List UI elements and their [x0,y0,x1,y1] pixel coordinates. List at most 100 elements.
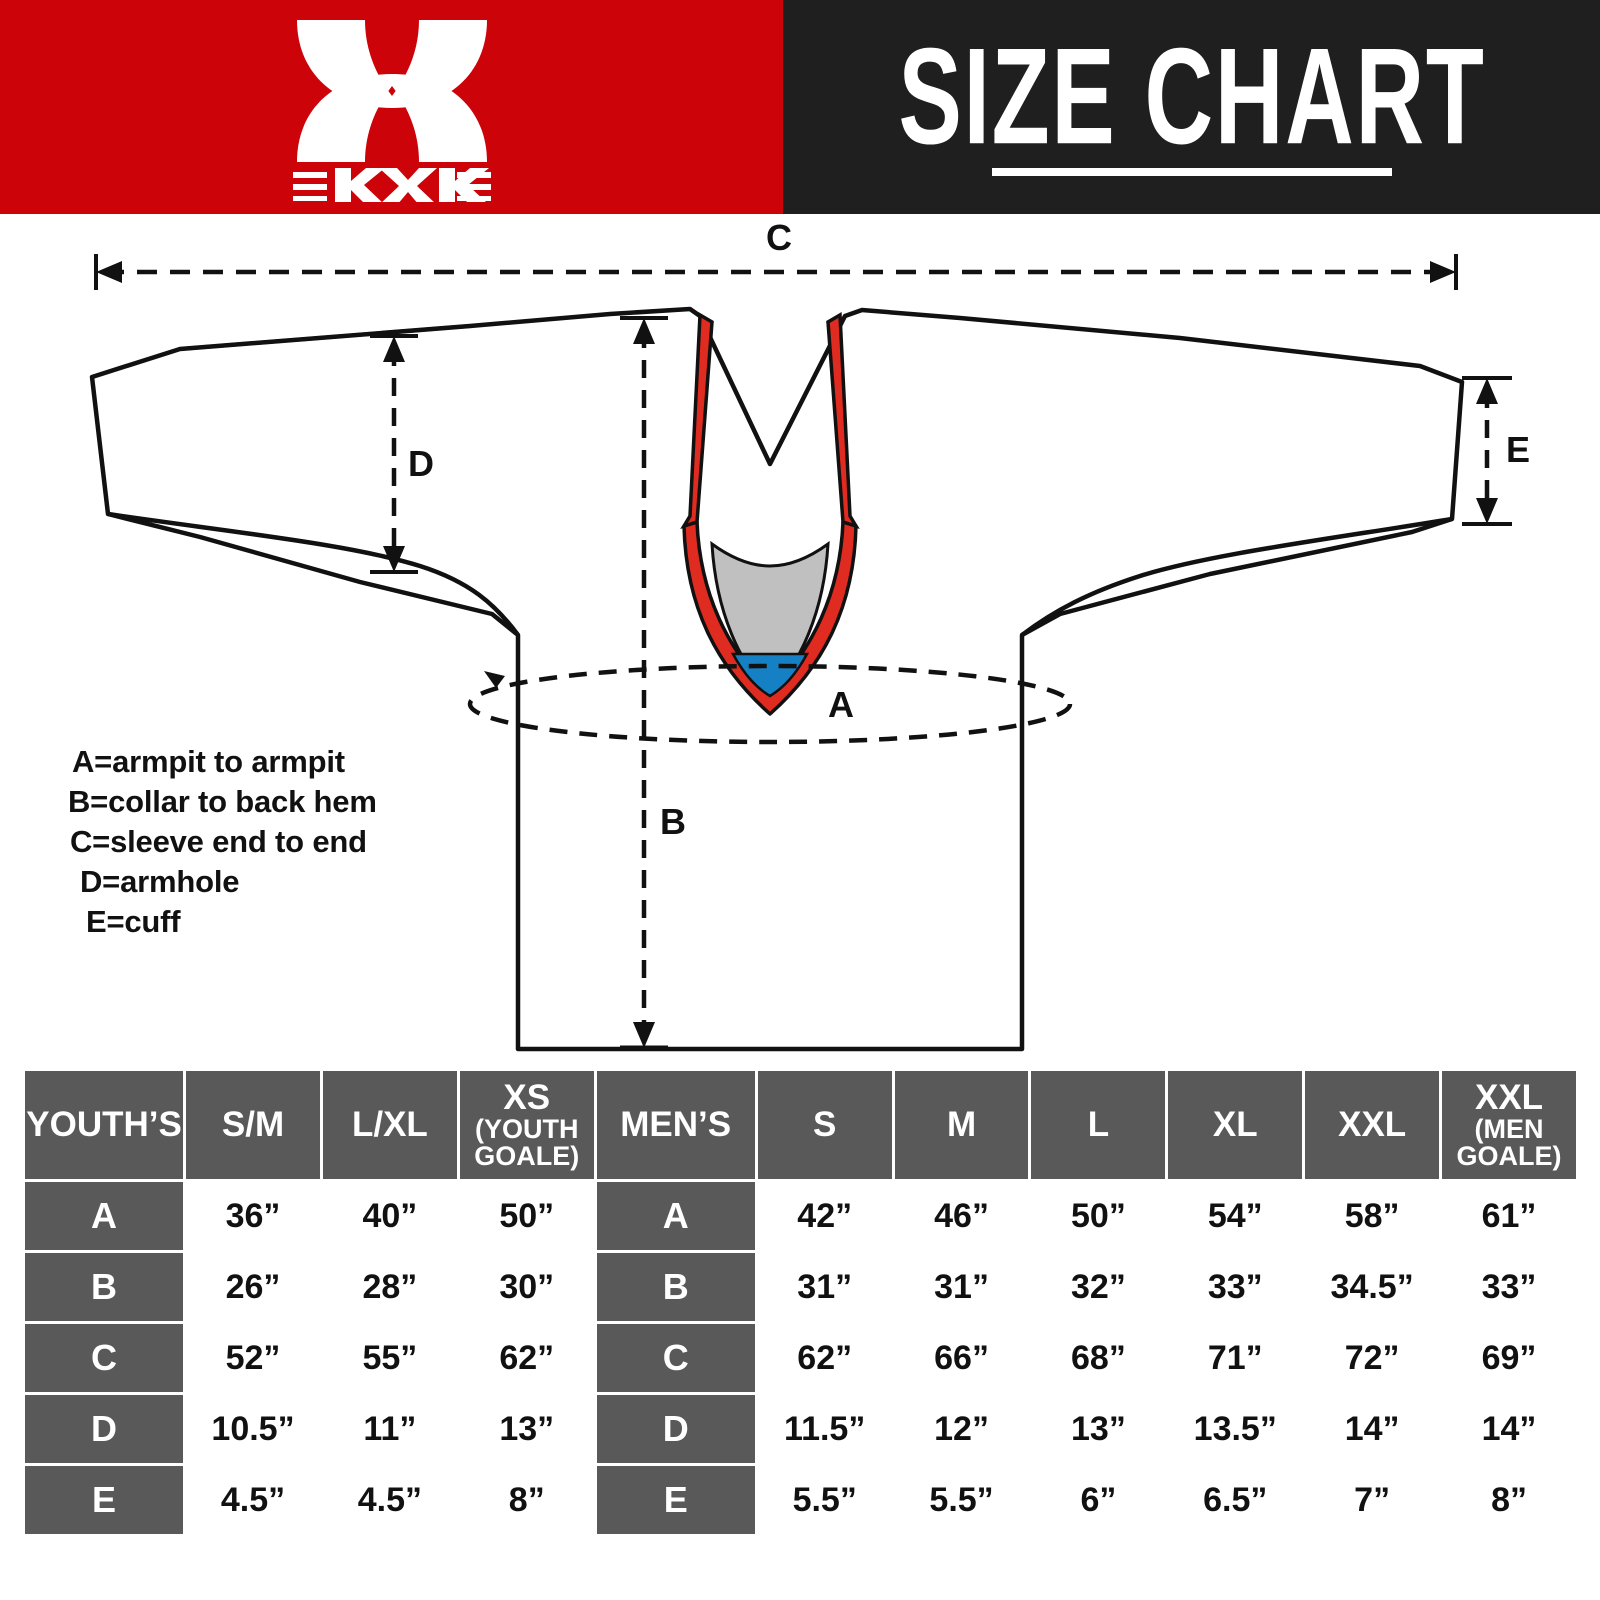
header-mens-xl-main: XL [1212,1105,1258,1145]
cell-b-youth-xs: 30” [459,1253,594,1321]
legend-line-e: E=cuff [86,903,181,939]
row-label-b-youth: B [25,1253,184,1321]
cell-a-mens-xl: 54” [1168,1182,1303,1250]
legend-line-d: D=armhole [80,863,240,899]
header-mens-xl: XL [1168,1071,1303,1179]
cell-c-youth-lxl: 55” [322,1324,457,1392]
size-table: YOUTH’S S/M L/XL XS (YOUTH GOALE) MEN’S … [22,1068,1579,1537]
cell-e-youth-xs: 8” [459,1466,594,1534]
header-youths: YOUTH’S [25,1071,184,1179]
collar-inner [710,540,830,697]
header-youth-xs-goalie: XS (YOUTH GOALE) [459,1071,594,1179]
row-label-a-youth: A [25,1182,184,1250]
header-youth-xs-main: XS [503,1078,551,1118]
cell-d-mens-s: 11.5” [757,1395,892,1463]
cell-a-youth-lxl: 40” [322,1182,457,1250]
cell-d-mens-xxlg: 14” [1442,1395,1576,1463]
row-label-c-mens: C [596,1324,755,1392]
kxk-hourglass-logo-icon [292,20,491,202]
legend-line-a: A=armpit to armpit [72,744,345,779]
cell-c-mens-xxl: 72” [1305,1324,1440,1392]
row-label-e-youth: E [25,1466,184,1534]
header-youth-sm: S/M [186,1071,320,1179]
table-row: A 36” 40” 50” A 42” 46” 50” 54” 58” 61” [25,1182,1576,1250]
cell-b-mens-xl: 33” [1168,1253,1303,1321]
header-youth-lxl-main: L/XL [351,1105,428,1145]
cell-c-mens-xxlg: 69” [1442,1324,1576,1392]
cell-b-youth-sm: 26” [186,1253,320,1321]
a-dimension-label: A [828,684,854,725]
title-underline [991,168,1392,176]
row-label-d-mens: D [596,1395,755,1463]
row-label-c-youth: C [25,1324,184,1392]
table-row: B 26” 28” 30” B 31” 31” 32” 33” 34.5” 33… [25,1253,1576,1321]
header-mens: MEN’S [596,1071,755,1179]
cell-e-mens-m: 5.5” [894,1466,1029,1534]
cell-c-mens-m: 66” [894,1324,1029,1392]
cell-a-mens-m: 46” [894,1182,1029,1250]
legend-line-b: B=collar to back hem [68,783,377,819]
table-row: C 52” 55” 62” C 62” 66” 68” 71” 72” 69” [25,1324,1576,1392]
title-panel: SIZE CHART [783,0,1600,214]
cell-e-youth-lxl: 4.5” [322,1466,457,1534]
table-row: E 4.5” 4.5” 8” E 5.5” 5.5” 6” 6.5” 7” 8” [25,1466,1576,1534]
cell-b-mens-xxlg: 33” [1442,1253,1576,1321]
table-row: D 10.5” 11” 13” D 11.5” 12” 13” 13.5” 14… [25,1395,1576,1463]
cell-c-mens-s: 62” [757,1324,892,1392]
page-title: SIZE CHART [897,19,1486,173]
cell-b-mens-m: 31” [894,1253,1029,1321]
d-dimension-label: D [408,443,434,484]
header-mens-xxlg-main: XXL [1474,1078,1544,1118]
cell-e-mens-l: 6” [1031,1466,1166,1534]
header-mens-xxl-goalie: XXL (MEN GOALE) [1442,1071,1576,1179]
row-label-b-mens: B [596,1253,755,1321]
cell-e-mens-xl: 6.5” [1168,1466,1303,1534]
header-mens-l-main: L [1087,1105,1110,1145]
cell-c-youth-xs: 62” [459,1324,594,1392]
header-mens-xxl-main: XXL [1338,1105,1407,1145]
header-youth-sm-main: S/M [221,1105,285,1145]
row-label-a-mens: A [596,1182,755,1250]
cell-a-mens-s: 42” [757,1182,892,1250]
row-label-d-youth: D [25,1395,184,1463]
header-mens-s-main: S [813,1105,837,1145]
cell-d-mens-l: 13” [1031,1395,1166,1463]
cell-c-youth-sm: 52” [186,1324,320,1392]
table-header-row: YOUTH’S S/M L/XL XS (YOUTH GOALE) MEN’S … [25,1071,1576,1179]
cell-b-mens-xxl: 34.5” [1305,1253,1440,1321]
b-dimension-label: B [660,801,686,842]
header-mens-xxlg-sub: (MEN GOALE) [1456,1113,1562,1171]
cell-b-mens-s: 31” [757,1253,892,1321]
a-dimension-ellipse [467,663,1073,745]
row-label-e-mens: E [596,1466,755,1534]
c-dimension-label: C [766,217,792,258]
cell-d-youth-sm: 10.5” [186,1395,320,1463]
cell-e-mens-xxl: 7” [1305,1466,1440,1534]
cell-d-mens-xl: 13.5” [1168,1395,1303,1463]
header-mens-s: S [757,1071,892,1179]
cell-c-mens-l: 68” [1031,1324,1166,1392]
header-youth-lxl: L/XL [322,1071,457,1179]
page-header: SIZE CHART [0,0,1600,214]
measurement-legend: A=armpit to armpit B=collar to back hem … [68,742,498,942]
e-dimension-label: E [1506,429,1530,470]
jersey-diagram-svg: C D E B A [89,217,1530,1052]
cell-a-youth-sm: 36” [186,1182,320,1250]
header-youth-xs-sub: (YOUTH GOALE) [474,1113,580,1171]
cell-d-mens-xxl: 14” [1305,1395,1440,1463]
cell-c-mens-xl: 71” [1168,1324,1303,1392]
cell-d-youth-xs: 13” [459,1395,594,1463]
cell-d-youth-lxl: 11” [322,1395,457,1463]
cell-a-youth-xs: 50” [459,1182,594,1250]
header-mens-m-main: M [946,1105,977,1145]
cell-b-mens-l: 32” [1031,1253,1166,1321]
cell-a-mens-xxl: 58” [1305,1182,1440,1250]
jersey-diagram: C D E B A [0,214,1600,1066]
cell-e-mens-xxlg: 8” [1442,1466,1576,1534]
brand-panel [0,0,783,214]
cell-e-youth-sm: 4.5” [186,1466,320,1534]
cell-b-youth-lxl: 28” [322,1253,457,1321]
cell-d-mens-m: 12” [894,1395,1029,1463]
legend-line-c: C=sleeve end to end [70,823,367,859]
